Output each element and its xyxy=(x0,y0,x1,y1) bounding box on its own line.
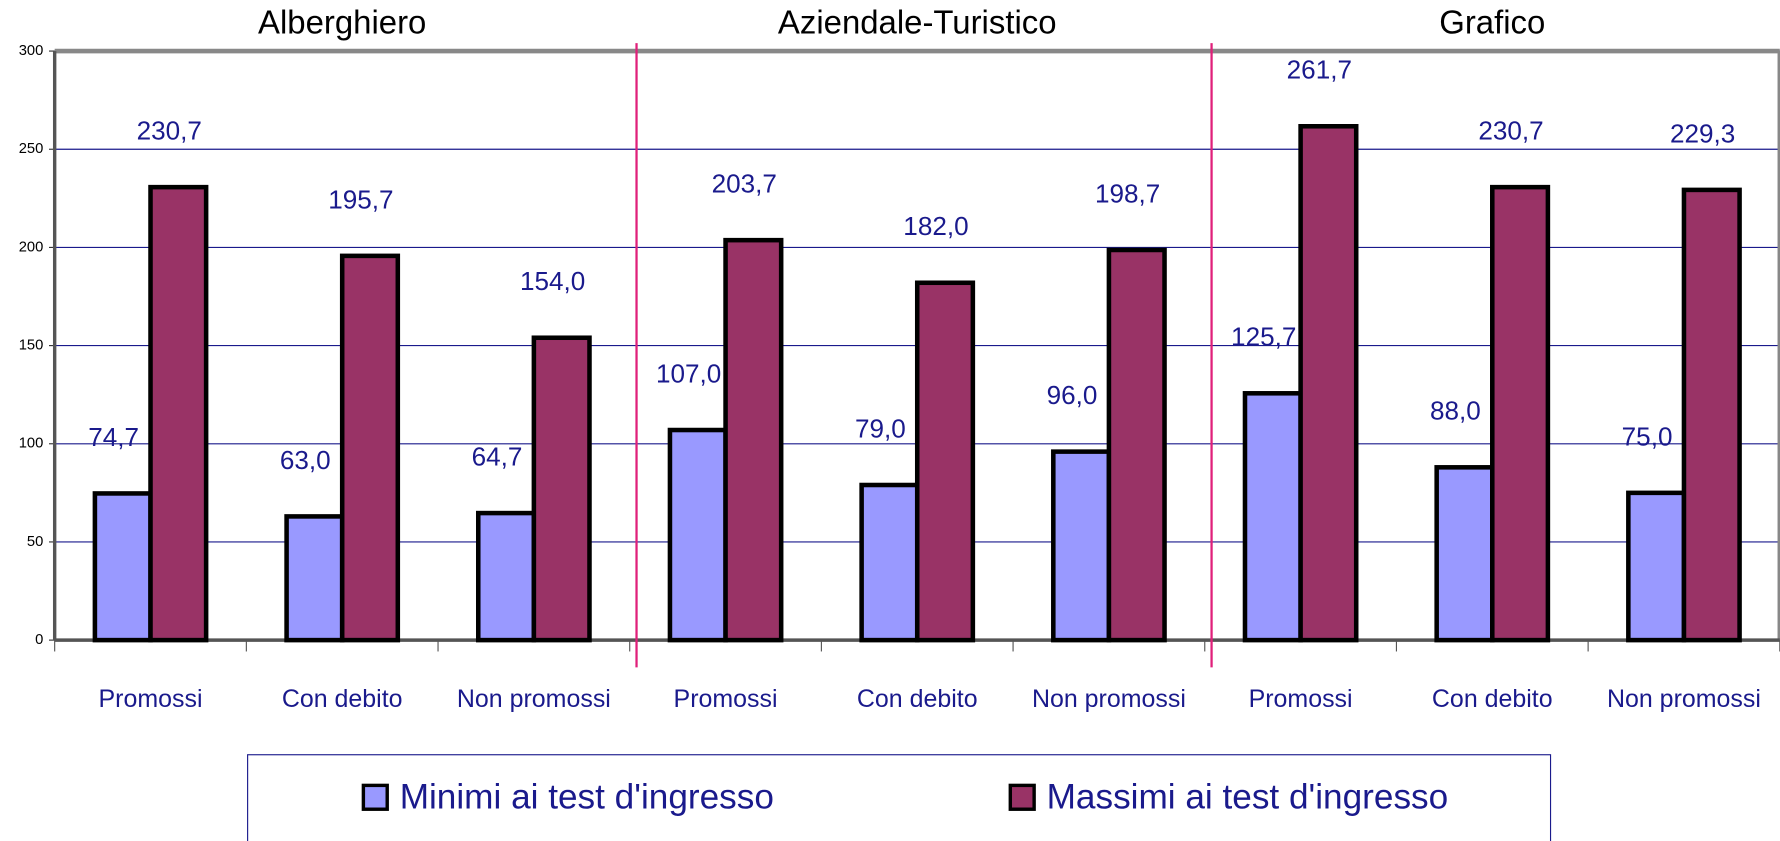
value-label: 229,3 xyxy=(1670,118,1735,148)
value-label: 195,7 xyxy=(328,184,393,214)
value-label: 63,0 xyxy=(280,445,331,475)
bar xyxy=(531,335,592,643)
bar xyxy=(92,491,153,643)
value-label: 230,7 xyxy=(137,116,202,146)
bar xyxy=(1490,184,1551,643)
bar xyxy=(1434,465,1495,643)
x-tick-label: Promossi xyxy=(674,685,778,713)
y-tick-label: 0 xyxy=(35,632,43,648)
x-tick-label: Con debito xyxy=(282,685,403,713)
y-tick-label: 150 xyxy=(19,337,44,353)
group-label: Alberghiero xyxy=(258,4,426,41)
value-label: 203,7 xyxy=(712,169,777,199)
y-tick-label: 250 xyxy=(19,141,44,157)
value-label: 79,0 xyxy=(855,413,906,443)
y-tick-label: 300 xyxy=(19,43,44,59)
x-tick-label: Non promossi xyxy=(1607,685,1761,713)
y-tick-label: 100 xyxy=(19,436,44,452)
bar xyxy=(1051,449,1112,643)
bar xyxy=(1298,124,1359,643)
bar xyxy=(148,184,209,643)
legend-box xyxy=(247,754,1552,841)
x-tick-label: Promossi xyxy=(1249,685,1353,713)
value-label: 64,7 xyxy=(472,441,523,471)
bar xyxy=(667,427,728,643)
x-tick-label: Con debito xyxy=(857,685,978,713)
bar xyxy=(339,253,401,643)
value-label: 88,0 xyxy=(1430,396,1481,426)
x-tick-label: Promossi xyxy=(99,685,203,713)
value-label: 107,0 xyxy=(656,358,721,388)
value-label: 261,7 xyxy=(1287,55,1352,85)
bar xyxy=(1681,187,1742,643)
legend-swatch xyxy=(361,783,389,811)
value-label: 75,0 xyxy=(1622,421,1673,451)
legend-label: Massimi ai test d'ingresso xyxy=(1047,777,1449,816)
value-label: 74,7 xyxy=(88,422,139,452)
value-label: 154,0 xyxy=(520,266,585,296)
bar xyxy=(475,510,537,643)
legend-label: Minimi ai test d'ingresso xyxy=(400,777,774,816)
value-label: 182,0 xyxy=(903,211,968,241)
value-label: 230,7 xyxy=(1478,116,1543,146)
value-label: 198,7 xyxy=(1095,178,1160,208)
y-tick-label: 200 xyxy=(19,239,44,255)
bar xyxy=(1242,391,1303,643)
bar xyxy=(284,514,345,643)
bar xyxy=(859,482,920,643)
bar xyxy=(723,237,784,643)
group-label: Grafico xyxy=(1439,4,1545,41)
x-tick-label: Non promossi xyxy=(457,685,611,713)
group-label: Aziendale-Turistico xyxy=(778,4,1057,41)
x-tick-label: Non promossi xyxy=(1032,685,1186,713)
y-tick-label: 50 xyxy=(27,534,43,550)
legend-swatch xyxy=(1008,783,1036,811)
bar xyxy=(1106,247,1167,643)
value-label: 96,0 xyxy=(1047,380,1098,410)
bar xyxy=(914,280,976,643)
bar xyxy=(1626,490,1687,643)
x-tick-label: Con debito xyxy=(1432,685,1553,713)
value-label: 125,7 xyxy=(1231,322,1296,352)
